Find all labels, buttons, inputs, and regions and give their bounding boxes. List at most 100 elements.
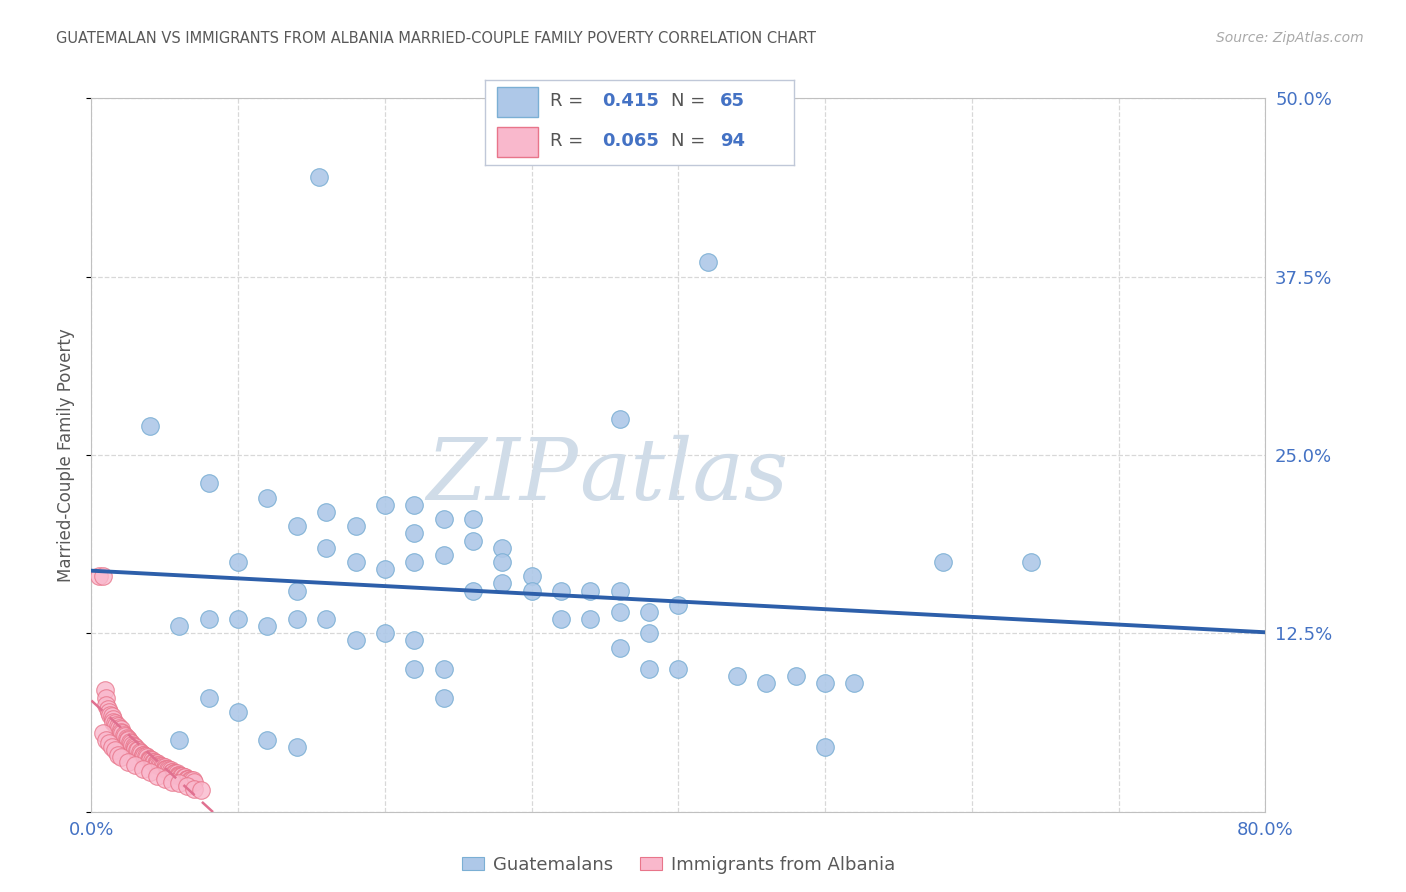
Text: 94: 94 [720,132,745,150]
Point [121,738,143,752]
Point [120,736,142,750]
Point [638,662,661,676]
Point [148,757,170,772]
Point [169,733,191,747]
FancyBboxPatch shape [498,87,537,117]
Point [374,562,396,576]
Point [157,764,180,778]
Point [110,750,132,764]
Point [169,776,191,790]
Point [146,756,169,771]
Point [432,548,454,562]
Point [491,555,513,569]
Point [374,626,396,640]
Point [101,740,124,755]
Point [315,541,337,555]
Point [110,722,132,736]
Point [666,598,689,612]
Point [87,569,110,583]
Point [344,633,367,648]
Point [315,505,337,519]
Point [159,764,181,778]
Point [725,669,748,683]
Point [141,753,163,767]
Point [550,583,572,598]
Point [155,762,177,776]
Text: atlas: atlas [579,435,787,517]
Point [98,736,121,750]
Point [105,717,128,731]
Point [190,783,212,797]
Point [696,255,718,269]
Point [1019,555,1042,569]
Point [169,767,191,781]
Point [226,612,249,626]
Point [139,419,162,434]
Point [124,757,146,772]
Point [609,605,631,619]
Point [169,769,191,783]
Point [122,739,145,753]
Point [91,726,114,740]
Point [638,626,661,640]
Point [172,769,194,783]
Point [461,583,484,598]
Point [176,779,198,793]
Point [177,772,200,786]
Point [256,733,278,747]
Point [104,743,127,757]
Point [150,759,173,773]
Point [152,760,174,774]
Text: 0.065: 0.065 [603,132,659,150]
Point [110,724,132,739]
Point [115,731,138,745]
Point [176,772,198,786]
Point [107,747,129,762]
Point [91,569,114,583]
Point [609,583,631,598]
Point [103,712,125,726]
Point [432,512,454,526]
Point [125,743,148,757]
Point [520,583,543,598]
Text: 65: 65 [720,92,745,110]
Point [308,169,330,184]
Point [491,541,513,555]
Point [149,759,172,773]
Point [432,662,454,676]
Point [167,767,190,781]
Point [931,555,953,569]
Point [153,762,176,776]
Point [256,619,278,633]
Text: GUATEMALAN VS IMMIGRANTS FROM ALBANIA MARRIED-COUPLE FAMILY POVERTY CORRELATION : GUATEMALAN VS IMMIGRANTS FROM ALBANIA MA… [56,31,817,46]
Point [146,769,169,783]
Point [153,760,176,774]
Point [432,690,454,705]
Point [609,640,631,655]
Point [579,583,602,598]
Point [755,676,778,690]
Point [491,576,513,591]
Point [285,519,308,533]
Point [93,683,115,698]
Point [285,583,308,598]
Y-axis label: Married-Couple Family Poverty: Married-Couple Family Poverty [58,328,76,582]
Point [108,721,131,735]
Point [145,756,167,771]
Point [197,476,219,491]
Point [124,742,146,756]
Point [104,716,127,731]
Point [814,676,837,690]
Point [132,747,155,762]
Point [160,764,183,779]
Point [609,412,631,426]
Text: N =: N = [671,92,704,110]
Point [285,612,308,626]
Point [139,752,162,766]
Point [118,735,141,749]
Point [315,612,337,626]
Point [94,733,117,747]
Legend: Guatemalans, Immigrants from Albania: Guatemalans, Immigrants from Albania [454,849,903,881]
Point [814,740,837,755]
Point [139,753,162,767]
